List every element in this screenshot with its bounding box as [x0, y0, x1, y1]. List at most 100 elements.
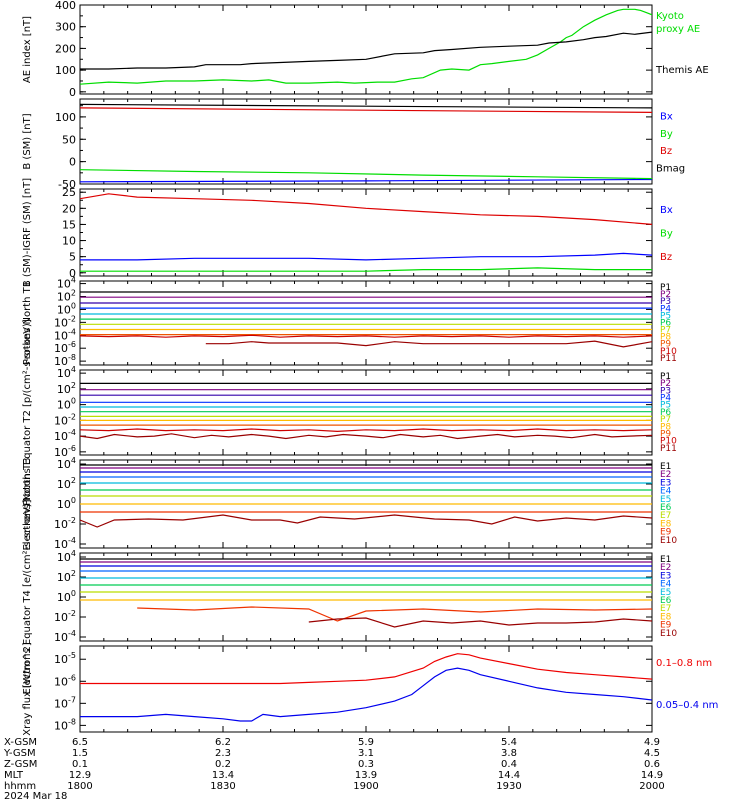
y-tick-label: 10-6 — [54, 444, 76, 459]
series-line-by — [80, 267, 652, 272]
legend-label: E10 — [660, 629, 677, 639]
legend-label: E6 — [660, 596, 672, 606]
legend-label: P5 — [660, 401, 671, 411]
legend-label: P8 — [660, 422, 671, 432]
series-line-p10 — [80, 428, 652, 433]
axis-table-value: 14.9 — [641, 770, 663, 781]
legend-label: P6 — [660, 408, 671, 418]
legend-label: P8 — [660, 333, 671, 343]
legend-label: E10 — [660, 536, 677, 546]
legend-label: 0.05–0.4 nm — [656, 700, 718, 711]
legend-label: Bz — [660, 146, 672, 157]
legend-label: P3 — [660, 297, 671, 307]
y-tick-label: 10 — [62, 235, 76, 248]
panel-1: 0 100 200 300 400 AE index [nT] Kyoto proxy AE T… — [22, 0, 709, 99]
legend-label: E5 — [660, 495, 671, 505]
legend-label: proxy AE — [656, 24, 700, 35]
axis-table-row-label: hhmm — [4, 781, 36, 792]
legend-label: P6 — [660, 318, 671, 328]
panel-3: 0 5 10 15 20 25 B (SM)-IGRF (SM) [nT] Bx By Bz — [22, 178, 673, 287]
legend-label: 0.1–0.8 nm — [656, 658, 712, 669]
legend-label: P1 — [660, 283, 671, 293]
series-line-kyoto-proxy-ae — [80, 8, 652, 85]
axis-table-value: 13.4 — [212, 770, 234, 781]
y-tick-label: 102 — [57, 569, 76, 584]
y-tick-label: 25 — [62, 186, 76, 199]
y-tick-label: 104 — [57, 276, 76, 291]
y-axis-label: Xray flux [W/m^2] — [22, 642, 33, 736]
axis-table-value: 13.9 — [355, 770, 377, 781]
axis-table-row-label: MLT — [4, 770, 24, 781]
panel-frame — [79, 369, 653, 456]
y-tick-label: 10-4 — [54, 536, 76, 551]
legend-label: E1 — [660, 462, 671, 472]
series-line-bx — [80, 178, 652, 183]
legend-label: E8 — [660, 519, 672, 529]
axis-table-value: 1830 — [210, 781, 235, 792]
legend-label: P9 — [660, 340, 671, 350]
legend-label: Kyoto — [656, 11, 684, 22]
axis-table-value: 3.8 — [501, 748, 517, 759]
series-line-p11 — [80, 433, 652, 440]
axis-table-value: 0.4 — [501, 759, 517, 770]
axis-table-value: 4.5 — [644, 748, 660, 759]
legend-label: Themis AE — [655, 65, 709, 76]
y-tick-label: 102 — [57, 381, 76, 396]
series-line-bz — [80, 107, 652, 113]
y-tick-label: 20 — [62, 202, 76, 215]
axis-table-value: 5.9 — [358, 737, 374, 748]
panel-frame — [79, 645, 653, 733]
panel-frame — [79, 280, 653, 366]
axis-table-value: 3.1 — [358, 748, 374, 759]
legend-label: E4 — [660, 487, 672, 497]
series-line-themis-ae — [80, 31, 652, 70]
y-tick-label: 0 — [69, 156, 76, 169]
legend-label: P10 — [660, 347, 677, 357]
y-tick-label: 100 — [57, 589, 76, 604]
y-tick-label: 100 — [55, 64, 76, 77]
series-line-e9 — [137, 606, 652, 622]
y-tick-label: 400 — [55, 0, 76, 12]
y-tick-label: 5 — [69, 251, 76, 264]
y-tick-label: 300 — [55, 21, 76, 34]
series-line-by — [80, 169, 652, 180]
axis-table-row-label: Y-GSM — [3, 748, 36, 759]
legend-label: E4 — [660, 580, 672, 590]
axis-table-value: 5.4 — [501, 737, 517, 748]
y-axis-label: Protons North T1 — [22, 281, 33, 365]
legend-label: P7 — [660, 415, 671, 425]
y-tick-label: 10-2 — [54, 412, 76, 427]
legend-label: E9 — [660, 528, 672, 538]
series-line-e10 — [80, 514, 652, 528]
y-axis-label: B (SM)-IGRF (SM) [nT] — [22, 178, 33, 287]
y-tick-label: 200 — [55, 42, 76, 55]
y-tick-label: 10-8 — [54, 717, 76, 732]
y-tick-label: 0 — [69, 86, 76, 99]
y-tick-label: 10-2 — [54, 516, 76, 531]
y-tick-label: 10-6 — [54, 673, 76, 688]
axis-table-value: 1.5 — [72, 748, 88, 759]
legend-label: Bmag — [656, 163, 685, 174]
y-tick-label: 100 — [57, 496, 76, 511]
legend-label: E2 — [660, 470, 671, 480]
legend-label: P10 — [660, 437, 677, 447]
y-tick-label: 10-4 — [54, 327, 76, 342]
y-tick-label: 10-4 — [54, 629, 76, 644]
axis-table-value: 12.9 — [69, 770, 91, 781]
axis-table-value: 14.4 — [498, 770, 520, 781]
legend-label: E3 — [660, 571, 671, 581]
legend-label: E7 — [660, 511, 671, 521]
axis-table-value: 0.3 — [358, 759, 374, 770]
legend-label: P2 — [660, 290, 671, 300]
y-tick-label: 102 — [57, 289, 76, 304]
axis-table-value: 2000 — [639, 781, 664, 792]
axis-table-value: 6.5 — [72, 737, 88, 748]
series-line-bz — [80, 193, 652, 225]
y-tick-label: -50 — [58, 178, 76, 191]
axis-table-value: 4.9 — [644, 737, 660, 748]
y-axis-label: B (SM) [nT] — [22, 113, 33, 169]
panel-8: 10-5 10-6 10-7 10-8 Xray flux [W/m^2] 0.1–0.8… — [22, 642, 718, 736]
